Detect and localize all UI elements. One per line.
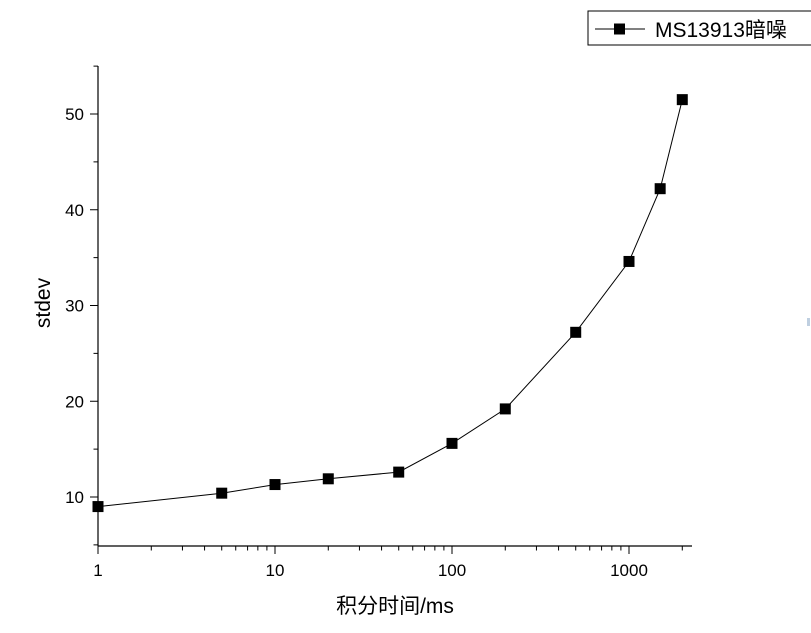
edge-mark: [807, 318, 810, 326]
y-tick-label: 40: [65, 201, 84, 220]
legend-box: [587, 10, 811, 46]
x-axis-ticks: 1 10 100 1000: [93, 546, 683, 580]
data-point: [322, 473, 334, 485]
y-axis-title: stdev: [32, 277, 55, 328]
data-point: [393, 466, 405, 478]
data-point: [92, 501, 104, 513]
data-point: [623, 255, 635, 267]
y-tick-label: 30: [65, 297, 84, 316]
data-point: [654, 183, 666, 195]
x-axis-title: 积分时间/ms: [336, 595, 454, 618]
x-tick-label: 10: [266, 561, 285, 580]
x-tick-label: 100: [438, 561, 466, 580]
data-point: [570, 326, 582, 338]
legend-square-marker: [614, 23, 625, 35]
data-point: [446, 437, 458, 449]
y-tick-label: 50: [65, 105, 84, 124]
y-tick-label: 10: [65, 488, 84, 507]
data-point: [499, 403, 511, 415]
data-point: [269, 479, 281, 491]
data-point: [216, 487, 228, 499]
series-points: [92, 94, 688, 513]
data-point: [676, 94, 688, 106]
series-line: [97, 99, 683, 508]
legend-label: MS13913暗噪: [655, 19, 787, 42]
y-tick-label: 20: [65, 392, 84, 411]
y-axis-ticks: 10 20 30 40 50: [65, 65, 98, 546]
x-tick-label: 1: [93, 561, 102, 580]
x-tick-label: 1000: [610, 561, 648, 580]
legend: MS13913暗噪: [587, 10, 811, 46]
